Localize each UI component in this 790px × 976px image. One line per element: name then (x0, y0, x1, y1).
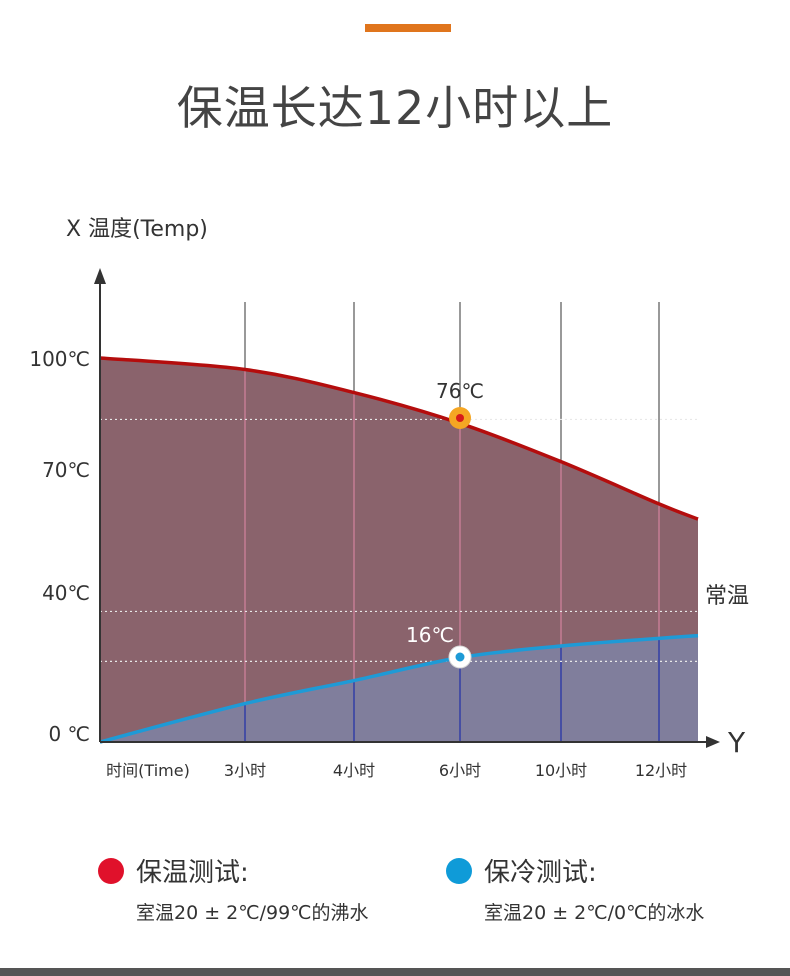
y-tick-label: 70℃ (42, 458, 90, 482)
x-tick-label: 12小时 (635, 761, 687, 780)
y-axis-title: X 温度(Temp) (66, 217, 208, 242)
temperature-chart: X 温度(Temp) Y 常温 100℃ 70℃ 40℃ 0 ℃ 时间(Time) 3小时 4小时… (29, 217, 749, 780)
warm-marker-label: 76℃ (436, 379, 484, 403)
axis-layer (94, 268, 720, 748)
keep-warm-line (99, 356, 699, 521)
x-axis-end-label: Y (727, 726, 746, 759)
marker-layer: 76℃ 16℃ (406, 379, 484, 669)
x-tick-label: 3小时 (224, 761, 266, 780)
legend-desc: 室温20 ± 2℃/0℃的冰水 (484, 902, 705, 924)
label-layer: X 温度(Temp) Y 常温 100℃ 70℃ 40℃ 0 ℃ 时间(Time) 3小时 4小时… (29, 217, 749, 780)
line-layer (99, 356, 699, 744)
footer-divider (0, 968, 790, 976)
y-tick-label: 40℃ (42, 581, 90, 605)
x-tick-label: 时间(Time) (106, 761, 190, 780)
x-tick-label: 6小时 (439, 761, 481, 780)
page-title: 保温长达12小时以上 (176, 81, 614, 135)
x-axis-arrow-icon (706, 736, 720, 748)
keep-cold-line (99, 633, 699, 744)
accent-bar (365, 24, 451, 32)
legend-desc: 室温20 ± 2℃/99℃的沸水 (136, 902, 369, 924)
legend-title: 保温测试: (136, 858, 249, 888)
area-layer (100, 358, 698, 742)
y-axis-arrow-icon (94, 268, 106, 284)
y-tick-label: 100℃ (29, 347, 90, 371)
legend-title: 保冷测试: (484, 858, 597, 888)
x-tick-label: 4小时 (333, 761, 375, 780)
cold-marker-dot (455, 652, 465, 662)
red-dot-icon (98, 858, 124, 884)
y-tick-label: 0 ℃ (48, 722, 90, 746)
x-tick-label: 10小时 (535, 761, 587, 780)
cold-marker-label: 16℃ (406, 623, 454, 647)
room-temp-label: 常温 (705, 584, 749, 609)
keep-cold-area (100, 635, 698, 742)
blue-dot-icon (446, 858, 472, 884)
warm-marker-dot (456, 414, 464, 422)
